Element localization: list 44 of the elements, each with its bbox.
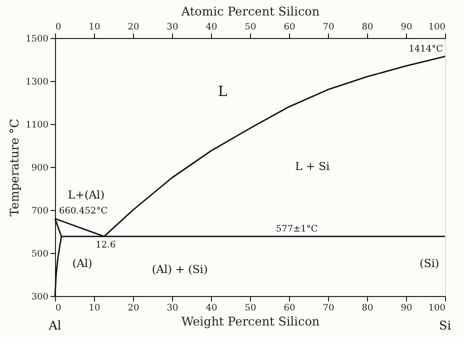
x-axis-title: Weight Percent Silicon bbox=[181, 314, 320, 328]
x-tick-label: 90 bbox=[400, 22, 412, 32]
annotation: 577±1°C bbox=[276, 224, 318, 234]
x2-tick-label: 100 bbox=[428, 304, 446, 314]
x-tick-label: 10 bbox=[88, 22, 100, 32]
annotation: (Al) + (Si) bbox=[152, 263, 208, 276]
annotation: L+(Al) bbox=[68, 188, 104, 202]
y-axis-title: Temperature °C bbox=[8, 118, 22, 216]
x2-tick-label: 50 bbox=[244, 304, 256, 314]
y-tick-label: 1500 bbox=[26, 34, 49, 44]
x-tick-label: 100 bbox=[428, 22, 446, 32]
x2-tick-label: 70 bbox=[322, 304, 334, 314]
x-tick-label: 60 bbox=[284, 22, 296, 32]
text: Si bbox=[438, 318, 452, 333]
x2-tick-label: 80 bbox=[362, 304, 374, 314]
x-tick-label: 50 bbox=[244, 22, 256, 32]
x-tick-label: 30 bbox=[166, 22, 178, 32]
y-tick-label: 300 bbox=[31, 292, 49, 302]
x-tick-label: 20 bbox=[128, 22, 140, 32]
x2-tick-label: 60 bbox=[284, 304, 296, 314]
x2-tick-label: 20 bbox=[128, 304, 140, 314]
x-tick-label: 70 bbox=[322, 22, 334, 32]
y-tick-label: 1100 bbox=[26, 120, 49, 130]
annotation: L bbox=[218, 84, 228, 100]
x2-tick-label: 90 bbox=[400, 304, 412, 314]
y-tick-label: 900 bbox=[31, 164, 49, 174]
x-tick-label: 40 bbox=[206, 22, 218, 32]
annotation: (Al) bbox=[72, 256, 92, 270]
y-tick-label: 1300 bbox=[26, 78, 49, 88]
y-tick-label: 700 bbox=[31, 206, 49, 216]
annotation: 1414°C bbox=[408, 44, 444, 54]
x2-axis-title: Atomic Percent Silicon bbox=[180, 4, 320, 18]
x2-tick-label: 40 bbox=[206, 304, 218, 314]
annotation: L + Si bbox=[295, 160, 330, 173]
annotation: 12.6 bbox=[96, 240, 116, 250]
x2-tick-label: 0 bbox=[56, 304, 62, 314]
annotation: 660.452°C bbox=[59, 206, 108, 217]
x2-tick-label: 10 bbox=[88, 304, 100, 314]
x-tick-label: 80 bbox=[362, 22, 374, 32]
annotation: (Si) bbox=[420, 256, 440, 270]
y-tick-label: 500 bbox=[31, 250, 49, 260]
x2-tick-label: 30 bbox=[166, 304, 178, 314]
x-tick-label: 0 bbox=[56, 22, 62, 32]
text: Al bbox=[48, 318, 62, 333]
